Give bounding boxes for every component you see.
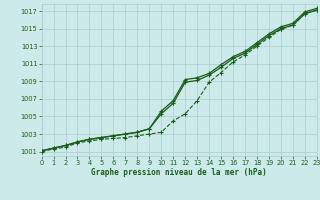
X-axis label: Graphe pression niveau de la mer (hPa): Graphe pression niveau de la mer (hPa) <box>91 168 267 177</box>
